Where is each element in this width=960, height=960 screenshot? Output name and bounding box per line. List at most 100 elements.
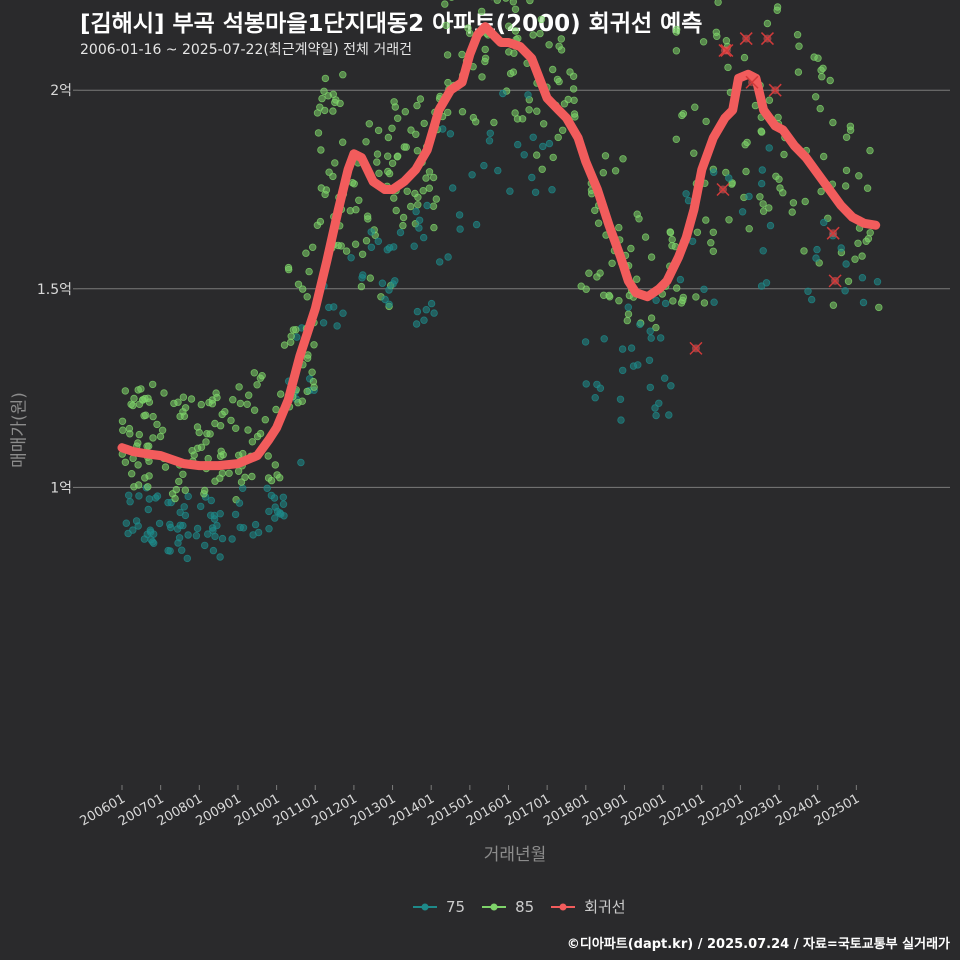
- scatter-point-75: [153, 492, 162, 500]
- scatter-point-75: [423, 201, 431, 210]
- scatter-point-85: [693, 228, 702, 236]
- scatter-point-85: [812, 93, 820, 101]
- scatter-point-75: [520, 151, 528, 159]
- scatter-point-75: [122, 519, 130, 527]
- scatter-point-75: [446, 130, 455, 138]
- scatter-point-85: [248, 472, 256, 481]
- scatter-point-85: [287, 338, 295, 346]
- scatter-point-75: [455, 211, 464, 219]
- scatter-point-85: [158, 426, 167, 434]
- scatter-point-75: [545, 139, 554, 148]
- scatter-point-75: [759, 247, 767, 255]
- scatter-point-85: [388, 124, 396, 132]
- scatter-point-75: [319, 319, 328, 327]
- scatter-point-85: [691, 103, 699, 111]
- scatter-point-85: [264, 452, 272, 460]
- scatter-point-85: [557, 35, 565, 43]
- scatter-point-85: [140, 412, 148, 420]
- scatter-point-85: [208, 396, 217, 404]
- scatter-point-75: [124, 529, 132, 538]
- scatter-point-85: [348, 178, 357, 187]
- scatter-point-85: [365, 120, 373, 128]
- scatter-point-75: [873, 278, 882, 286]
- scatter-point-85: [135, 400, 144, 408]
- scatter-point-85: [193, 423, 202, 431]
- scatter-point-85: [339, 70, 347, 79]
- scatter-point-85: [414, 201, 422, 209]
- scatter-point-75: [213, 521, 221, 530]
- scatter-point-75: [166, 547, 174, 555]
- scatter-point-75: [486, 129, 494, 137]
- scatter-point-75: [676, 275, 685, 284]
- scatter-point-85: [229, 396, 237, 404]
- scatter-point-85: [384, 152, 392, 160]
- x-axis-title: 거래년월: [483, 845, 547, 865]
- scatter-point-85: [298, 397, 306, 405]
- scatter-point-85: [829, 118, 837, 127]
- scatter-point-75: [132, 517, 141, 525]
- scatter-point-75: [135, 492, 143, 500]
- scatter-point-85: [231, 424, 240, 432]
- scatter-point-85: [244, 426, 252, 434]
- scatter-point-85: [358, 250, 367, 258]
- scatter-point-75: [652, 296, 660, 304]
- scatter-point-85: [699, 38, 708, 46]
- scatter-point-85: [292, 326, 300, 334]
- legend-label-75: 75: [446, 897, 466, 916]
- scatter-point-75: [180, 503, 188, 511]
- scatter-point-75: [203, 530, 212, 538]
- scatter-point-85: [842, 182, 850, 190]
- scatter-point-75: [581, 338, 590, 346]
- scatter-point-85: [272, 405, 280, 414]
- scatter-point-85: [776, 184, 784, 192]
- scatter-point-85: [141, 474, 149, 482]
- scatter-point-75: [858, 274, 867, 282]
- scatter-point-85: [390, 194, 398, 202]
- scatter-point-85: [125, 424, 134, 433]
- scatter-point-85: [818, 72, 826, 81]
- scatter-point-85: [321, 190, 329, 199]
- y-tick-label: 2억: [50, 83, 72, 99]
- scatter-point-75: [228, 535, 236, 543]
- scatter-point-75: [480, 161, 488, 170]
- scatter-points: [118, 0, 883, 563]
- scatter-point-85: [669, 297, 677, 305]
- scatter-point-85: [593, 273, 601, 281]
- scatter-point-85: [258, 372, 266, 380]
- scatter-point-85: [316, 103, 324, 111]
- anomaly-markers: [689, 32, 842, 355]
- scatter-point-85: [309, 377, 318, 386]
- scatter-point-75: [804, 287, 812, 295]
- scatter-point-85: [442, 21, 450, 30]
- scatter-point-85: [672, 47, 681, 55]
- scatter-point-85: [420, 119, 428, 128]
- scatter-point-85: [545, 41, 553, 49]
- scatter-point-75: [145, 495, 153, 503]
- scatter-point-75: [645, 356, 654, 364]
- scatter-point-75: [514, 140, 522, 149]
- scatter-point-85: [235, 383, 243, 391]
- scatter-point-85: [317, 146, 325, 154]
- scatter-point-85: [673, 284, 681, 292]
- scatter-point-75: [239, 524, 248, 532]
- scatter-point-85: [441, 0, 449, 8]
- scatter-point-75: [412, 320, 421, 328]
- scatter-point-75: [166, 523, 175, 532]
- scatter-point-75: [499, 89, 507, 98]
- scatter-point-85: [362, 236, 371, 245]
- legend-label-85: 85: [515, 897, 535, 916]
- scatter-point-75: [216, 553, 224, 561]
- scatter-point-85: [174, 398, 182, 406]
- scatter-point-85: [206, 430, 214, 438]
- scatter-point-75: [617, 416, 625, 424]
- scatter-point-75: [627, 344, 636, 352]
- scatter-point-75: [619, 366, 627, 375]
- scatter-point-85: [672, 135, 680, 143]
- scatter-point-85: [505, 22, 513, 30]
- scatter-point-75: [757, 282, 766, 290]
- scatter-point-85: [842, 133, 851, 141]
- scatter-point-85: [600, 291, 608, 299]
- scatter-point-85: [384, 133, 393, 142]
- scatter-point-85: [623, 316, 631, 325]
- scatter-point-85: [363, 212, 372, 220]
